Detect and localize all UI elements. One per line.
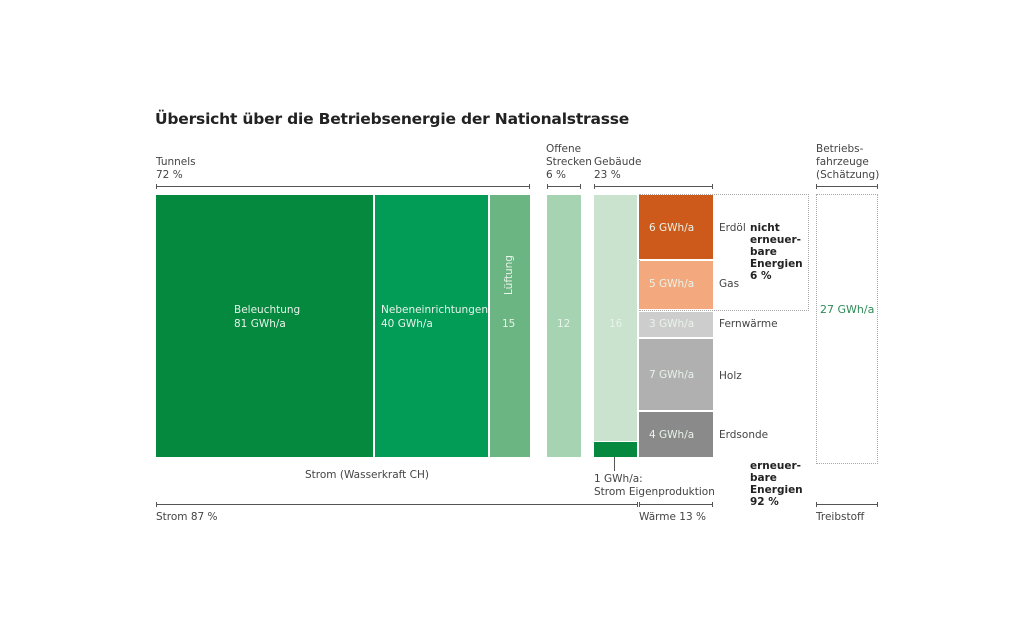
group-label-betriebsfahrzeuge: Betriebs- fahrzeuge (Schätzung) [816,143,879,182]
fz-label-line1: Betriebs- [816,143,864,155]
group-label-offene-strecken: Offene Strecken 6 % [546,143,592,182]
fernwaerme-label: Fernwärme [719,318,778,330]
block-holz: 7 GWh/a [639,339,713,410]
treibstoff-label: Treibstoff [816,511,865,523]
block-nebeneinrichtungen: Nebeneinrichtungen 40 GWh/a [375,195,488,457]
erneuerbar-label: erneuer- bare Energien 92 % [750,460,803,508]
holz-value: 7 GWh/a [649,369,695,381]
gebaeude-share: 23 % [594,169,621,181]
chart-title: Übersicht über die Betriebsenergie der N… [155,110,630,128]
nicht-line4: Energien [750,258,803,270]
bracket-tunnels [156,184,530,189]
fz-label-line3: (Schätzung) [816,169,880,181]
eigenproduktion-label: 1 GWh/a: Strom Eigenproduktion [594,473,715,499]
gebaeude-strom-value: 16 [609,318,623,330]
bracket-gebaeude [594,184,713,189]
ern-line2: bare [750,472,777,484]
strom-wasserkraft-label: Strom (Wasserkraft CH) [305,469,429,481]
block-gas: 5 GWh/a [639,261,713,309]
block-erdoel: 6 GWh/a [639,195,713,259]
group-label-gebaeude: Gebäude 23 % [594,156,641,182]
fz-label-line2: fahrzeuge [816,156,869,168]
nicht-line3: bare [750,246,777,258]
block-offene-strecken: 12 [547,195,581,457]
tunnels-share: 72 % [156,169,183,181]
offene-strecken-value: 12 [557,318,571,330]
erdoel-label: Erdöl [719,222,746,234]
nicht-erneuerbar-label: nicht erneuer- bare Energien 6 % [750,222,803,282]
ern-share: 92 % [750,496,779,508]
nicht-share: 6 % [750,270,772,282]
beleuchtung-value: 81 GWh/a [234,318,286,330]
block-beleuchtung: Beleuchtung 81 GWh/a [156,195,373,457]
offene-share: 6 % [546,169,566,181]
block-strom-eigenproduktion [594,442,637,457]
bracket-betriebsfahrzeuge [816,184,878,189]
waerme-share-label: Wärme 13 % [639,511,706,523]
bracket-strom [156,502,638,507]
ern-line3: Energien [750,484,803,496]
bracket-offene-strecken [547,184,581,189]
offene-label-line1: Offene [546,143,582,155]
betriebsfahrzeuge-outline [816,194,878,464]
block-gebaeude-strom: 16 [594,195,637,441]
block-erdsonde: 4 GWh/a [639,412,713,457]
nebeneinrichtungen-name: Nebeneinrichtungen [381,304,488,316]
erdsonde-value: 4 GWh/a [649,429,695,441]
eigenproduktion-leader-line [614,457,615,471]
group-label-tunnels: Tunnels 72 % [156,156,196,182]
fernwaerme-value: 3 GWh/a [649,318,695,330]
ern-line1: erneuer- [750,460,802,472]
erdsonde-label: Erdsonde [719,429,769,441]
nebeneinrichtungen-value: 40 GWh/a [381,318,433,330]
holz-label: Holz [719,370,742,382]
gas-label: Gas [719,278,740,290]
lueftung-name: Lüftung [503,255,515,295]
erdoel-value: 6 GWh/a [649,222,695,234]
eigenproduktion-name: Strom Eigenproduktion [594,486,715,498]
nicht-line1: nicht [750,222,780,234]
nebeneinrichtungen-label: Nebeneinrichtungen 40 GWh/a [381,303,488,331]
beleuchtung-label: Beleuchtung 81 GWh/a [234,303,300,331]
tunnels-label: Tunnels [156,156,196,168]
nicht-line2: erneuer- [750,234,802,246]
beleuchtung-name: Beleuchtung [234,304,301,316]
gas-value: 5 GWh/a [649,278,695,290]
gebaeude-label: Gebäude [594,156,642,168]
eigenproduktion-value: 1 GWh/a: [594,473,643,485]
block-lueftung: Lüftung 15 [490,195,530,457]
bracket-waerme [639,502,713,507]
lueftung-value: 15 [502,318,516,330]
block-fernwaerme: 3 GWh/a [639,312,713,337]
offene-label-line2: Strecken [546,156,592,168]
betriebsfahrzeuge-value: 27 GWh/a [820,303,875,316]
bracket-treibstoff [816,502,878,507]
strom-share-label: Strom 87 % [156,511,218,523]
